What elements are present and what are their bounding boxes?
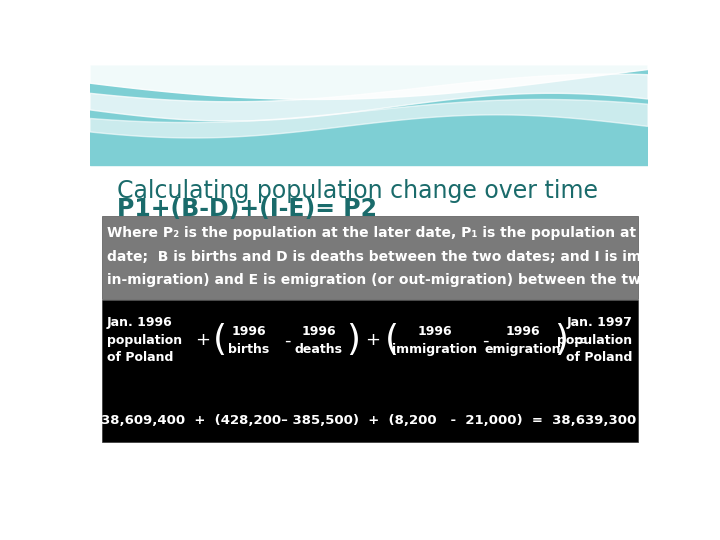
Polygon shape <box>90 74 648 121</box>
Text: +: + <box>365 332 380 349</box>
Text: 1996
deaths: 1996 deaths <box>294 325 343 356</box>
Polygon shape <box>90 65 648 99</box>
Text: -: - <box>284 332 291 349</box>
Bar <box>90 65 648 165</box>
Text: date;  B is births and D is deaths between the two dates; and I is immigration (: date; B is births and D is deaths betwee… <box>107 249 720 264</box>
Text: -: - <box>482 332 488 349</box>
Text: P1+(B-D)+(I-E)= P2: P1+(B-D)+(I-E)= P2 <box>117 197 377 221</box>
Text: +: + <box>195 332 210 349</box>
Text: 1996
emigration: 1996 emigration <box>485 325 561 356</box>
Polygon shape <box>90 99 648 138</box>
FancyBboxPatch shape <box>102 215 638 299</box>
Text: Where P₂ is the population at the later date, P₁ is the population at the earlie: Where P₂ is the population at the later … <box>107 226 720 240</box>
Text: 1996
births: 1996 births <box>228 325 269 356</box>
Text: (: ( <box>213 323 228 357</box>
Text: in-migration) and E is emigration (or out-migration) between the two dates.: in-migration) and E is emigration (or ou… <box>107 273 705 287</box>
FancyBboxPatch shape <box>102 300 638 442</box>
Text: 1996
immigration: 1996 immigration <box>392 325 477 356</box>
Text: Calculating population change over time: Calculating population change over time <box>117 179 598 202</box>
Text: Jan. 1997
population
of Poland: Jan. 1997 population of Poland <box>557 316 632 365</box>
Text: ): ) <box>346 323 361 357</box>
Text: =: = <box>572 332 588 349</box>
Text: (: ( <box>385 323 400 357</box>
Text: ): ) <box>554 323 568 357</box>
Text: Jan. 1996
population
of Poland: Jan. 1996 population of Poland <box>107 316 182 365</box>
Text: 38,609,400  +  (428,200– 385,500)  +  (8,200   -  21,000)  =  38,639,300: 38,609,400 + (428,200– 385,500) + (8,200… <box>102 414 636 427</box>
